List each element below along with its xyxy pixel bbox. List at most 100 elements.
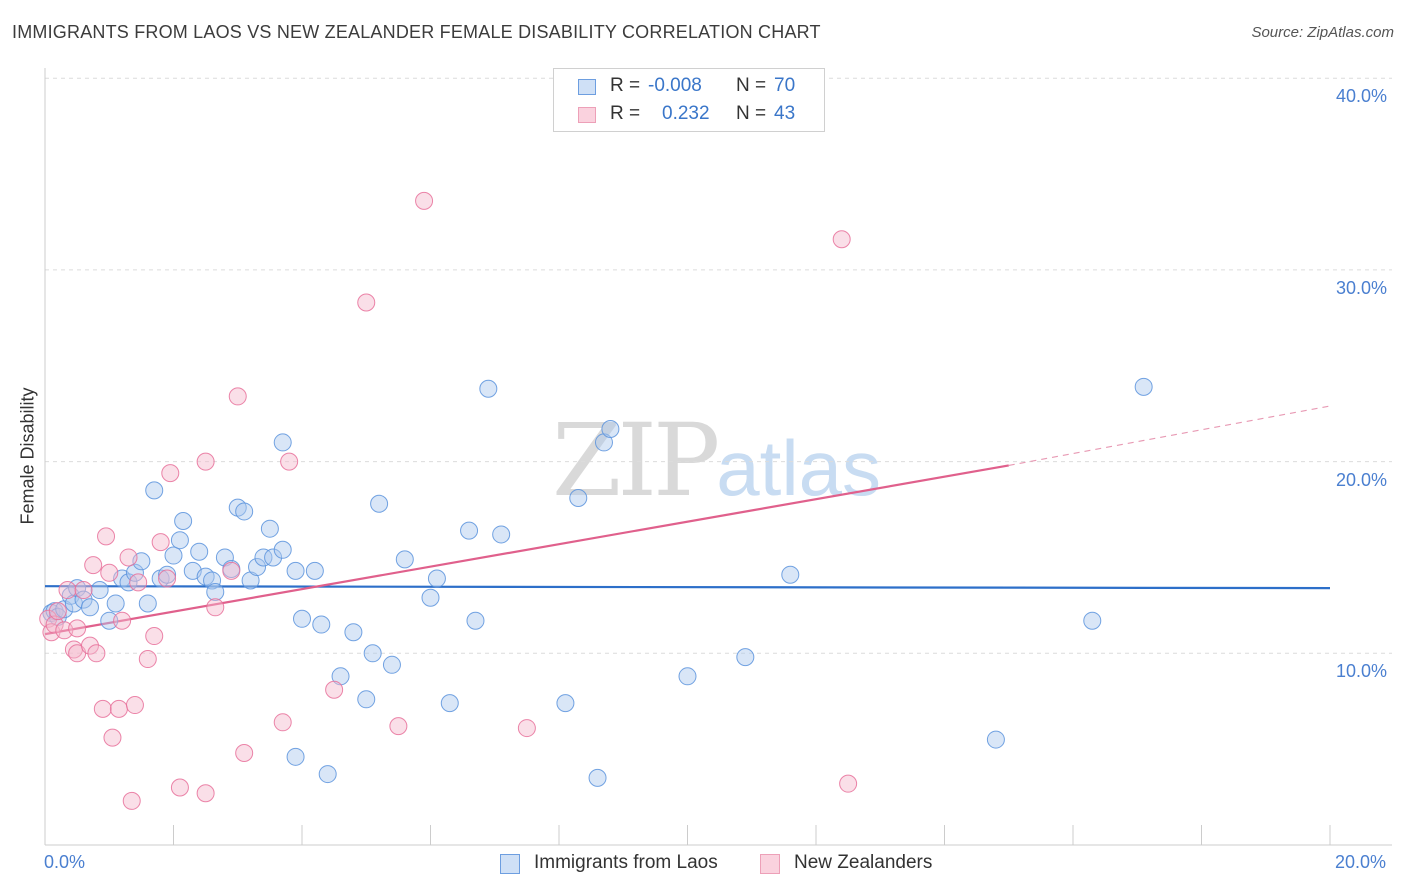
y-tick-label: 20.0% <box>1336 469 1388 490</box>
point-laos <box>312 615 331 634</box>
point-laos <box>235 502 254 521</box>
legend-r-value-nz: 0.232 <box>662 103 710 124</box>
point-nz <box>97 527 116 546</box>
point-laos <box>264 548 283 567</box>
bottom-legend-label-laos: Immigrants from Laos <box>534 852 718 873</box>
point-nz <box>125 696 144 715</box>
bottom-legend-label-nz: New Zealanders <box>794 852 933 873</box>
point-laos <box>248 558 267 577</box>
point-laos <box>357 690 376 709</box>
y-tick-label: 40.0% <box>1336 86 1388 107</box>
trend-line-nz <box>44 464 1009 636</box>
point-nz <box>517 719 536 738</box>
point-laos <box>427 569 446 588</box>
point-laos <box>466 611 485 630</box>
point-nz <box>129 573 148 592</box>
point-laos <box>421 588 440 607</box>
point-laos <box>370 494 389 513</box>
trend-line-laos <box>44 585 1331 590</box>
point-nz <box>113 611 132 630</box>
y-axis-label: Female Disability <box>17 387 38 525</box>
y-tick-label: 10.0% <box>1336 661 1388 682</box>
point-nz <box>48 602 67 621</box>
point-nz <box>228 387 247 406</box>
point-laos <box>203 571 222 590</box>
trend-lines <box>44 405 1331 636</box>
legend-n-label: N = <box>736 75 767 96</box>
point-nz <box>68 619 87 638</box>
legend-swatch-laos <box>578 79 596 95</box>
point-nz <box>206 598 225 617</box>
point-laos <box>90 581 109 600</box>
point-nz <box>58 581 77 600</box>
point-nz <box>145 627 164 646</box>
source-label: Source: ZipAtlas.com <box>1251 24 1394 41</box>
point-nz <box>151 533 170 552</box>
point-laos <box>395 550 414 569</box>
chart-title: IMMIGRANTS FROM LAOS VS NEW ZEALANDER FE… <box>12 22 821 42</box>
point-laos <box>254 548 273 567</box>
point-nz <box>138 650 157 669</box>
point-laos <box>382 655 401 674</box>
point-laos <box>601 420 620 439</box>
point-nz <box>222 561 241 580</box>
point-nz <box>389 717 408 736</box>
point-nz <box>839 774 858 793</box>
point-laos <box>781 565 800 584</box>
point-nz <box>161 464 180 483</box>
trend-line-nz-extension <box>1008 405 1331 467</box>
point-nz <box>87 644 106 663</box>
point-nz <box>93 699 112 718</box>
legend-n-label: N = <box>736 103 767 124</box>
point-laos <box>158 565 177 584</box>
point-nz <box>158 569 177 588</box>
point-laos <box>1134 377 1153 396</box>
legend-r-value-laos: -0.008 <box>648 75 702 96</box>
point-laos <box>273 433 292 452</box>
data-points <box>39 191 1153 810</box>
point-nz <box>235 743 254 762</box>
point-laos <box>363 644 382 663</box>
bottom-legend-swatch-nz <box>760 854 780 874</box>
point-laos <box>74 590 93 609</box>
point-laos <box>460 521 479 540</box>
point-nz <box>273 713 292 732</box>
point-laos <box>986 730 1005 749</box>
legend-swatch-nz <box>578 107 596 123</box>
point-nz <box>80 636 99 655</box>
point-nz <box>832 230 851 249</box>
watermark-zip: ZIP <box>552 402 720 519</box>
point-laos <box>569 489 588 508</box>
legend-n-value-laos: 70 <box>774 75 796 96</box>
axes <box>44 68 1392 846</box>
point-laos <box>318 765 337 784</box>
point-nz <box>170 778 189 797</box>
point-laos <box>164 546 183 565</box>
point-nz <box>74 581 93 600</box>
point-laos <box>286 747 305 766</box>
point-laos <box>492 525 511 544</box>
point-laos <box>145 481 164 500</box>
point-laos <box>305 561 324 580</box>
watermark: ZIPatlas <box>552 402 881 519</box>
point-laos <box>293 609 311 628</box>
x-tick-label-min: 0.0% <box>44 852 86 872</box>
point-nz <box>45 615 64 634</box>
point-laos <box>80 598 99 617</box>
point-laos <box>170 531 189 550</box>
point-laos <box>125 563 144 582</box>
point-nz <box>196 784 215 803</box>
correlation-legend: R = -0.008 N = 70 R = 0.232 N = 43 <box>553 68 825 132</box>
point-laos <box>190 542 209 561</box>
legend-r-label: R = <box>610 75 641 96</box>
point-laos <box>138 594 157 613</box>
point-nz <box>109 699 128 718</box>
point-laos <box>206 582 225 601</box>
point-nz <box>84 556 103 575</box>
point-nz <box>196 452 215 471</box>
gridlines <box>45 77 1392 654</box>
point-laos <box>479 379 498 398</box>
point-laos <box>273 540 292 559</box>
watermark-atlas: atlas <box>716 424 882 512</box>
